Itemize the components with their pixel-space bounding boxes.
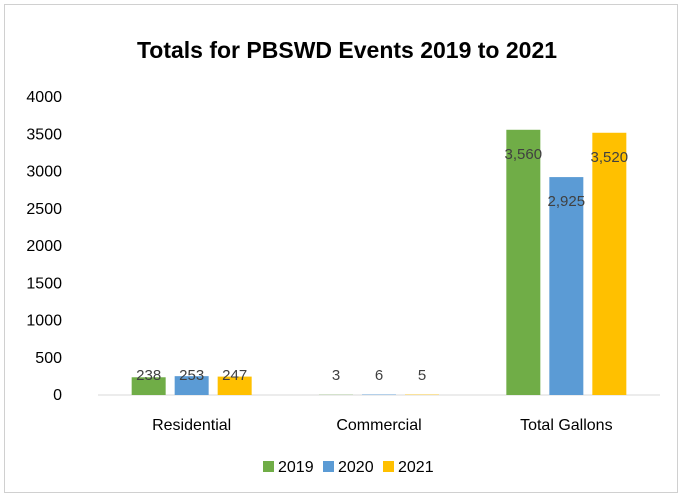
legend-swatch-2019	[263, 461, 274, 472]
data-label: 2,925	[548, 193, 586, 210]
y-tick-label: 2000	[26, 238, 62, 255]
y-tick-label: 3000	[26, 164, 62, 181]
y-tick-label: 4000	[26, 89, 62, 106]
y-axis: 0 500 1000 1500 2000 2500 3000 3500 4000	[26, 89, 62, 404]
data-label: 3	[332, 367, 340, 384]
y-tick-label: 1500	[26, 275, 62, 292]
bar-2021	[592, 132, 627, 395]
data-label: 5	[418, 367, 426, 384]
legend-label: 2019	[278, 459, 314, 476]
data-label: 3,560	[505, 146, 543, 163]
bar-2020	[174, 376, 209, 395]
legend: 2019 2020 2021	[263, 459, 434, 476]
y-tick-label: 2500	[26, 201, 62, 218]
y-tick-label: 1000	[26, 313, 62, 330]
y-tick-label: 500	[35, 350, 62, 367]
y-tick-label: 0	[53, 387, 62, 404]
data-label: 3,520	[591, 149, 629, 166]
bars	[131, 129, 627, 395]
x-category-label: Commercial	[336, 417, 421, 434]
data-label: 238	[136, 367, 161, 384]
x-category-label: Total Gallons	[520, 417, 613, 434]
bar-2019	[506, 129, 541, 395]
data-label: 247	[222, 367, 247, 384]
x-category-label: Residential	[152, 417, 231, 434]
y-tick-label: 3500	[26, 126, 62, 143]
legend-label: 2021	[398, 459, 434, 476]
legend-swatch-2020	[323, 461, 334, 472]
legend-label: 2020	[338, 459, 374, 476]
bar-2020	[549, 177, 584, 395]
chart-title: Totals for PBSWD Events 2019 to 2021	[137, 37, 557, 63]
x-axis: Residential Commercial Total Gallons	[152, 417, 612, 434]
bar-2021	[217, 376, 252, 395]
data-label: 253	[179, 367, 204, 384]
data-label: 6	[375, 367, 383, 384]
bar-2019	[131, 377, 166, 395]
legend-swatch-2021	[383, 461, 394, 472]
data-labels: 238 253 247 3 6 5 3,560 2,925 3,520	[136, 146, 628, 384]
